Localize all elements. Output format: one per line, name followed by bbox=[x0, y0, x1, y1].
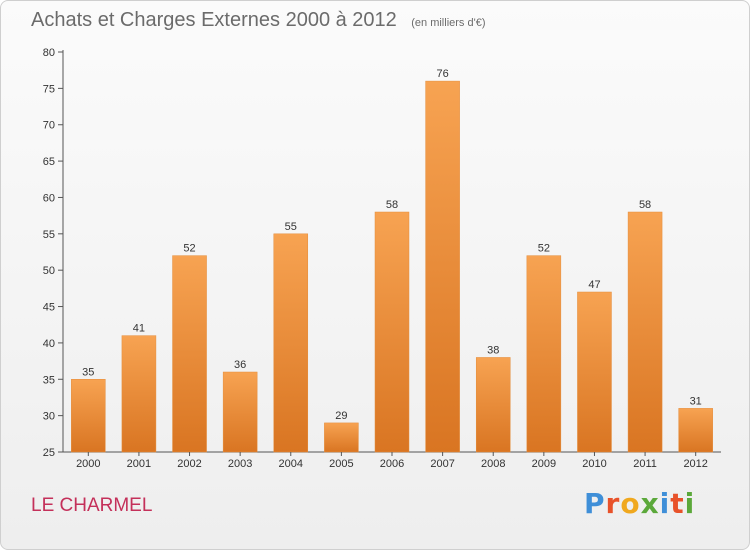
x-tick-label: 2000 bbox=[76, 458, 100, 470]
chart-subtitle: (en milliers d'€) bbox=[411, 17, 486, 29]
bar bbox=[526, 255, 562, 453]
x-tick-label: 2012 bbox=[683, 458, 707, 470]
proxiti-logo[interactable]: Proxiti bbox=[584, 487, 696, 520]
bar bbox=[172, 255, 207, 453]
data-label: 52 bbox=[538, 243, 550, 255]
data-label: 47 bbox=[588, 279, 600, 291]
data-label: 36 bbox=[234, 359, 246, 371]
chart-title: Achats et Charges Externes 2000 à 2012 bbox=[31, 9, 397, 31]
y-tick-label: 35 bbox=[43, 374, 55, 386]
data-label: 29 bbox=[335, 410, 347, 422]
y-tick-label: 75 bbox=[43, 83, 55, 95]
y-tick-label: 30 bbox=[43, 411, 55, 423]
bar bbox=[324, 422, 359, 453]
data-label: 38 bbox=[487, 344, 499, 356]
x-tick-label: 2003 bbox=[228, 458, 252, 470]
data-label: 52 bbox=[183, 243, 195, 255]
y-tick-label: 55 bbox=[43, 229, 55, 241]
bar bbox=[121, 335, 157, 453]
commune-name: LE CHARMEL bbox=[31, 495, 153, 516]
x-tick-label: 2002 bbox=[177, 458, 201, 470]
y-tick-label: 45 bbox=[43, 302, 55, 314]
bar bbox=[678, 408, 713, 453]
bar bbox=[577, 291, 612, 453]
x-tick-label: 2006 bbox=[380, 458, 404, 470]
x-tick-label: 2005 bbox=[329, 458, 353, 470]
bar bbox=[475, 357, 511, 453]
x-tick-label: 2011 bbox=[633, 458, 657, 470]
x-tick-label: 2004 bbox=[279, 458, 303, 470]
y-tick-label: 65 bbox=[43, 156, 55, 168]
data-label: 31 bbox=[690, 395, 702, 407]
bar bbox=[425, 80, 460, 453]
y-tick-label: 25 bbox=[43, 447, 55, 459]
y-tick-label: 60 bbox=[43, 192, 55, 204]
x-tick-label: 2008 bbox=[481, 458, 505, 470]
data-label: 76 bbox=[436, 68, 448, 80]
data-label: 55 bbox=[285, 221, 297, 233]
bar bbox=[374, 211, 410, 453]
bar bbox=[627, 211, 663, 453]
title-row: Achats et Charges Externes 2000 à 2012 (… bbox=[31, 9, 485, 32]
y-tick-label: 50 bbox=[43, 265, 55, 277]
bar bbox=[273, 233, 309, 453]
y-tick-label: 80 bbox=[43, 47, 55, 59]
data-label: 58 bbox=[639, 199, 651, 211]
bar bbox=[222, 371, 258, 453]
data-label: 41 bbox=[133, 323, 145, 335]
x-tick-label: 2009 bbox=[532, 458, 556, 470]
x-tick-label: 2001 bbox=[127, 458, 151, 470]
data-label: 35 bbox=[82, 366, 94, 378]
x-tick-label: 2010 bbox=[582, 458, 606, 470]
y-tick-label: 70 bbox=[43, 120, 55, 132]
data-label: 58 bbox=[386, 199, 398, 211]
x-tick-label: 2007 bbox=[430, 458, 454, 470]
bar bbox=[71, 379, 106, 453]
y-tick-label: 40 bbox=[43, 338, 55, 350]
